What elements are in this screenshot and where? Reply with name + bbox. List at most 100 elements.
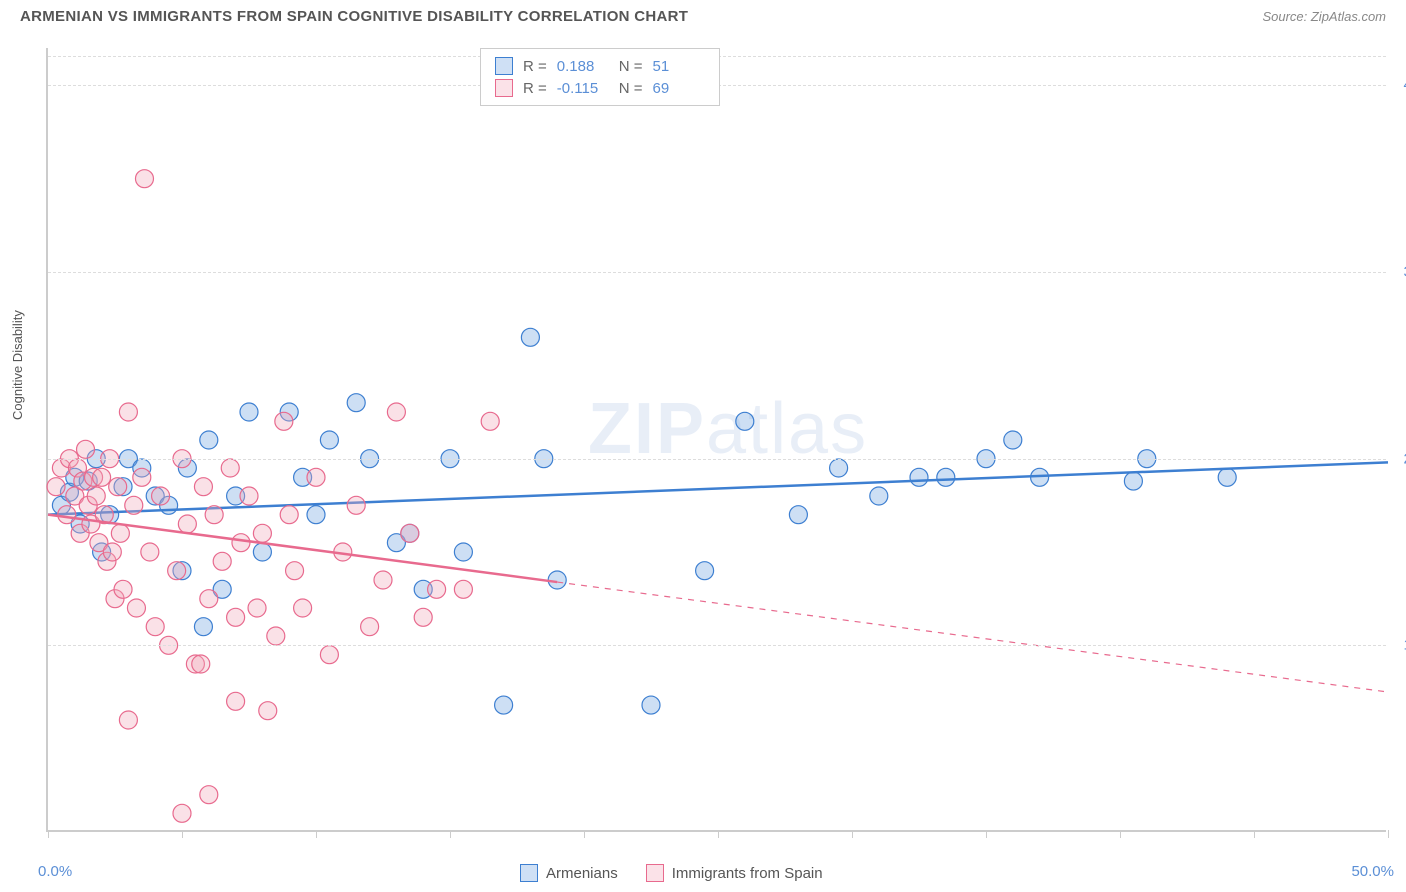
- data-point: [133, 468, 151, 486]
- data-point: [248, 599, 266, 617]
- data-point: [1124, 472, 1142, 490]
- data-point: [870, 487, 888, 505]
- data-point: [320, 646, 338, 664]
- data-point: [267, 627, 285, 645]
- legend-swatch: [646, 864, 664, 882]
- data-point: [58, 506, 76, 524]
- data-point: [1004, 431, 1022, 449]
- data-point: [937, 468, 955, 486]
- x-tick: [48, 830, 49, 838]
- data-point: [127, 599, 145, 617]
- x-tick: [1120, 830, 1121, 838]
- y-axis-title: Cognitive Disability: [10, 310, 25, 420]
- data-point: [294, 599, 312, 617]
- data-point: [280, 506, 298, 524]
- x-tick: [182, 830, 183, 838]
- chart-title: ARMENIAN VS IMMIGRANTS FROM SPAIN COGNIT…: [20, 8, 688, 25]
- data-point: [114, 580, 132, 598]
- data-point: [227, 692, 245, 710]
- legend-row: R =-0.115N =69: [495, 77, 705, 99]
- data-point: [521, 328, 539, 346]
- gridline: [48, 272, 1386, 273]
- data-point: [194, 478, 212, 496]
- data-point: [253, 543, 271, 561]
- data-point: [347, 496, 365, 514]
- data-point: [789, 506, 807, 524]
- chart-plot-area: ZIPatlas 10.0%20.0%30.0%40.0%: [46, 48, 1386, 832]
- data-point: [307, 506, 325, 524]
- data-point: [275, 412, 293, 430]
- series-legend: Armenians Immigrants from Spain: [520, 864, 823, 882]
- legend-swatch: [495, 57, 513, 75]
- data-point: [200, 786, 218, 804]
- gridline: [48, 645, 1386, 646]
- legend-r-label: R =: [523, 80, 547, 97]
- data-point: [240, 403, 258, 421]
- data-point: [47, 478, 65, 496]
- x-tick: [450, 830, 451, 838]
- data-point: [307, 468, 325, 486]
- legend-swatch: [520, 864, 538, 882]
- chart-source: Source: ZipAtlas.com: [1262, 9, 1386, 24]
- data-point: [125, 496, 143, 514]
- data-point: [93, 468, 111, 486]
- data-point: [481, 412, 499, 430]
- legend-swatch: [495, 79, 513, 97]
- data-point: [286, 562, 304, 580]
- series-legend-item: Immigrants from Spain: [646, 864, 823, 882]
- data-point: [495, 696, 513, 714]
- legend-r-label: R =: [523, 58, 547, 75]
- data-point: [205, 506, 223, 524]
- trend-line-dashed: [557, 582, 1388, 692]
- data-point: [830, 459, 848, 477]
- data-point: [103, 543, 121, 561]
- data-point: [178, 515, 196, 533]
- data-point: [213, 552, 231, 570]
- series-legend-label: Immigrants from Spain: [672, 865, 823, 882]
- data-point: [320, 431, 338, 449]
- x-axis-end-label: 50.0%: [1351, 863, 1394, 880]
- data-point: [152, 487, 170, 505]
- data-point: [240, 487, 258, 505]
- legend-r-value: -0.115: [557, 80, 609, 97]
- x-tick: [584, 830, 585, 838]
- data-point: [232, 534, 250, 552]
- x-axis-start-label: 0.0%: [38, 863, 72, 880]
- data-point: [401, 524, 419, 542]
- x-tick: [1388, 830, 1389, 838]
- data-point: [192, 655, 210, 673]
- data-point: [347, 394, 365, 412]
- data-point: [194, 618, 212, 636]
- data-point: [414, 608, 432, 626]
- data-point: [374, 571, 392, 589]
- data-point: [111, 524, 129, 542]
- data-point: [119, 711, 137, 729]
- data-point: [168, 562, 186, 580]
- chart-header: ARMENIAN VS IMMIGRANTS FROM SPAIN COGNIT…: [0, 0, 1406, 29]
- data-point: [135, 170, 153, 188]
- legend-row: R =0.188N =51: [495, 55, 705, 77]
- data-point: [109, 478, 127, 496]
- x-tick: [852, 830, 853, 838]
- data-point: [173, 804, 191, 822]
- data-point: [200, 590, 218, 608]
- x-tick: [718, 830, 719, 838]
- data-point: [1218, 468, 1236, 486]
- scatter-svg: [48, 48, 1386, 830]
- data-point: [736, 412, 754, 430]
- series-legend-item: Armenians: [520, 864, 618, 882]
- data-point: [253, 524, 271, 542]
- y-tick-label: 10.0%: [1391, 637, 1406, 654]
- x-tick: [316, 830, 317, 838]
- data-point: [119, 403, 137, 421]
- data-point: [454, 543, 472, 561]
- data-point: [141, 543, 159, 561]
- legend-n-label: N =: [619, 80, 643, 97]
- data-point: [910, 468, 928, 486]
- gridline: [48, 459, 1386, 460]
- data-point: [259, 702, 277, 720]
- legend-n-label: N =: [619, 58, 643, 75]
- y-tick-label: 40.0%: [1391, 77, 1406, 94]
- legend-n-value: 51: [653, 58, 705, 75]
- y-tick-label: 30.0%: [1391, 264, 1406, 281]
